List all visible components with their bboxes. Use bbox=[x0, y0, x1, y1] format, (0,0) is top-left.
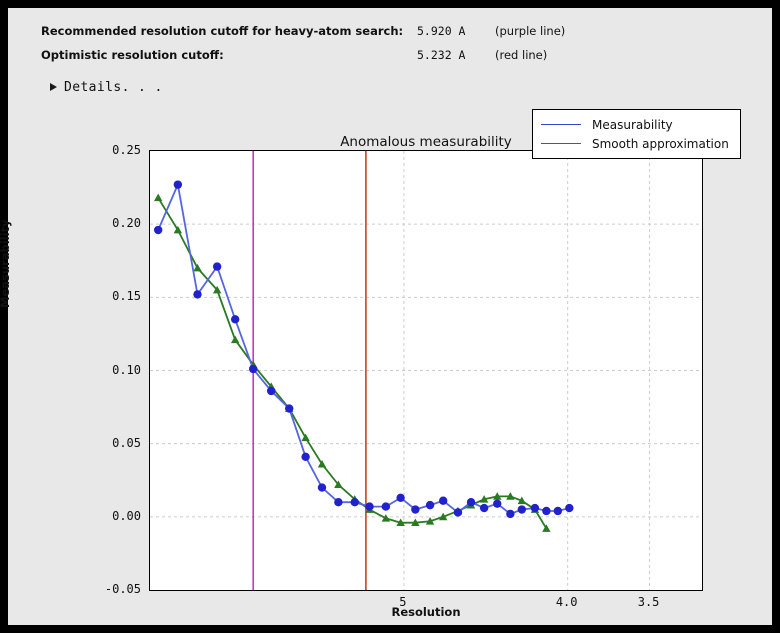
optimistic-cutoff-value: 5.232 A bbox=[417, 48, 466, 62]
legend-swatch bbox=[541, 124, 581, 125]
legend-item: Smooth approximation bbox=[541, 134, 729, 153]
x-tick-label: 4.0 bbox=[555, 595, 578, 609]
recommended-cutoff-note: (purple line) bbox=[495, 24, 566, 38]
results-panel: Recommended resolution cutoff for heavy-… bbox=[0, 8, 772, 625]
x-tick-label: 3.5 bbox=[637, 595, 660, 609]
x-tick-label: 5 bbox=[399, 595, 407, 609]
y-tick-label: 0.25 bbox=[112, 143, 141, 157]
chart-area: Anomalous measurability Measurability Re… bbox=[0, 8, 772, 625]
chart-title: Anomalous measurability bbox=[340, 134, 512, 150]
legend-item: Measurability bbox=[541, 115, 729, 134]
y-axis-label: Measurability bbox=[0, 219, 12, 308]
recommended-cutoff-label: Recommended resolution cutoff for heavy-… bbox=[41, 24, 404, 38]
legend-label: Measurability bbox=[592, 117, 673, 132]
plot-canvas bbox=[150, 151, 702, 590]
legend-label: Smooth approximation bbox=[592, 136, 729, 151]
y-tick-label: 0.20 bbox=[112, 216, 141, 231]
details-label: Details. . . bbox=[64, 79, 163, 95]
chart-legend: Measurability Smooth approximation bbox=[532, 109, 741, 159]
legend-swatch bbox=[541, 143, 581, 144]
y-tick-label: 0.10 bbox=[112, 362, 141, 377]
y-tick-label: 0.15 bbox=[112, 289, 141, 304]
y-tick-label: -0.05 bbox=[104, 582, 141, 596]
optimistic-cutoff-note: (red line) bbox=[495, 48, 548, 62]
details-disclosure[interactable]: Details. . . bbox=[50, 78, 163, 96]
recommended-cutoff-value: 5.920 A bbox=[417, 24, 466, 38]
triangle-right-icon bbox=[50, 83, 57, 91]
x-axis-label: Resolution bbox=[391, 605, 461, 619]
plot-frame bbox=[149, 150, 703, 591]
optimistic-cutoff-label: Optimistic resolution cutoff: bbox=[41, 48, 224, 62]
y-tick-label: 0.05 bbox=[112, 435, 141, 450]
y-tick-label: 0.00 bbox=[112, 508, 141, 523]
